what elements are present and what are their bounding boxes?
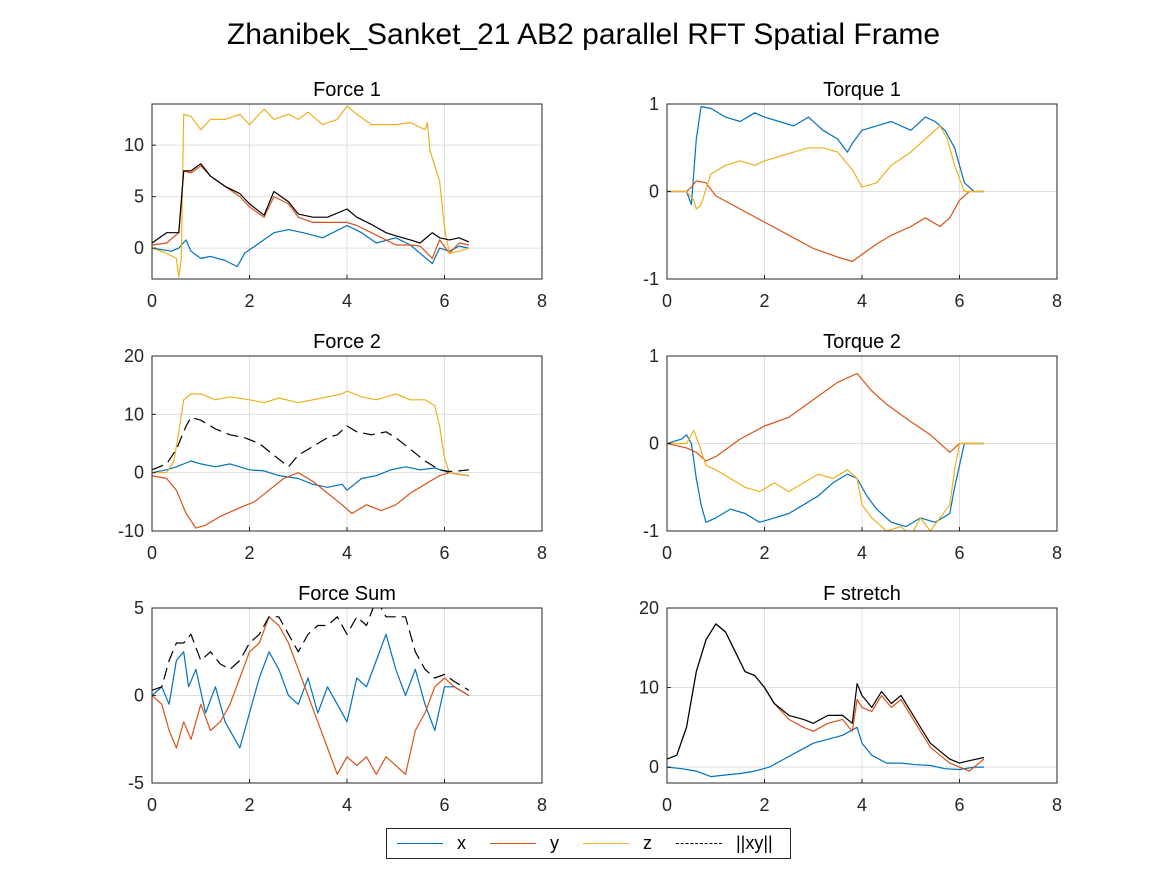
x-tick-label: 4 [342, 543, 352, 563]
series-line-z [667, 429, 984, 531]
series-line-x [667, 434, 984, 528]
legend-label-y: y [550, 833, 559, 853]
subplot-title: F stretch [823, 583, 901, 605]
series-line-y [152, 165, 470, 259]
figure-title: Zhanibek_Sanket_21 AB2 parallel RFT Spat… [226, 18, 941, 51]
legend-item-z: z [559, 833, 652, 854]
series-line-y [667, 372, 984, 462]
x-tick-label: 4 [342, 291, 352, 311]
subplot-f-stretch: 0 2 4 6 8 0 10 20 F stretch [639, 583, 1062, 815]
subplot-title: Force 2 [313, 331, 381, 353]
series-line-y [152, 472, 469, 529]
y-tick-label: 0 [649, 757, 659, 777]
x-tick-label: 0 [662, 543, 672, 563]
x-tick-label: 2 [759, 543, 769, 563]
y-tick-label: -5 [128, 773, 144, 793]
series-line-z [152, 390, 469, 477]
legend: x y z ||xy|| [386, 828, 791, 859]
x-tick-label: 2 [244, 543, 254, 563]
subplot-force-1: 0 2 4 6 8 0 5 10 Force 1 [124, 79, 547, 311]
x-tick-label: 8 [537, 291, 547, 311]
y-tick-label: 0 [649, 434, 659, 454]
legend-swatch-y [490, 843, 536, 844]
series-line-xy [152, 163, 470, 244]
subplot-title: Torque 1 [823, 79, 901, 101]
legend-label-z: z [643, 833, 652, 853]
subplot-title: Force 1 [313, 79, 381, 101]
subplot-title: Torque 2 [823, 331, 901, 353]
series-line-xy [152, 416, 469, 473]
x-tick-label: 0 [662, 795, 672, 815]
x-tick-label: 0 [147, 291, 157, 311]
series-line-z [152, 105, 470, 278]
x-tick-label: 6 [954, 291, 964, 311]
x-tick-label: 8 [1052, 795, 1062, 815]
legend-swatch-xy [676, 843, 722, 844]
x-tick-label: 6 [954, 795, 964, 815]
y-tick-label: 0 [134, 463, 144, 483]
y-tick-label: 1 [649, 346, 659, 366]
x-tick-label: 8 [537, 795, 547, 815]
y-tick-label: 10 [124, 135, 144, 155]
x-tick-label: 0 [147, 543, 157, 563]
legend-item-xy: ||xy|| [652, 833, 773, 854]
y-tick-label: 0 [134, 238, 144, 258]
series-line-z [667, 125, 984, 210]
x-tick-label: 8 [537, 543, 547, 563]
series-line-y [152, 616, 470, 775]
y-tick-label: 5 [134, 598, 144, 618]
y-tick-label: -1 [643, 269, 659, 289]
y-tick-label: 5 [134, 187, 144, 207]
y-tick-label: 20 [639, 598, 659, 618]
series-line-x [152, 224, 470, 268]
x-tick-label: 0 [662, 291, 672, 311]
x-tick-label: 0 [147, 795, 157, 815]
x-tick-label: 6 [439, 291, 449, 311]
x-tick-label: 4 [857, 291, 867, 311]
x-tick-label: 4 [857, 795, 867, 815]
y-tick-label: -10 [118, 521, 144, 541]
series-line-x [152, 633, 470, 749]
x-tick-label: 2 [244, 291, 254, 311]
x-tick-label: 6 [439, 543, 449, 563]
y-tick-label: 0 [649, 182, 659, 202]
legend-label-x: x [457, 833, 466, 853]
legend-item-x: x [387, 833, 466, 854]
y-tick-label: -1 [643, 521, 659, 541]
x-tick-label: 2 [759, 795, 769, 815]
legend-swatch-x [397, 843, 443, 844]
x-tick-label: 4 [342, 795, 352, 815]
series-line-xy [667, 623, 985, 764]
series-line-x [667, 726, 984, 778]
x-tick-label: 6 [954, 543, 964, 563]
x-tick-label: 4 [857, 543, 867, 563]
y-tick-label: 10 [124, 404, 144, 424]
x-tick-label: 2 [244, 795, 254, 815]
legend-label-xy: ||xy|| [736, 833, 773, 853]
legend-swatch-z [583, 843, 629, 844]
y-tick-label: 20 [124, 346, 144, 366]
x-tick-label: 8 [1052, 543, 1062, 563]
x-tick-label: 6 [439, 795, 449, 815]
x-tick-label: 2 [759, 291, 769, 311]
y-tick-label: 10 [639, 678, 659, 698]
x-tick-label: 8 [1052, 291, 1062, 311]
y-tick-label: 0 [134, 686, 144, 706]
legend-item-y: y [466, 833, 559, 854]
series-line-y [667, 180, 984, 263]
subplot-title: Force Sum [298, 583, 396, 605]
y-tick-label: 1 [649, 94, 659, 114]
series-line-x [152, 460, 469, 491]
series-line-xy [152, 608, 470, 691]
